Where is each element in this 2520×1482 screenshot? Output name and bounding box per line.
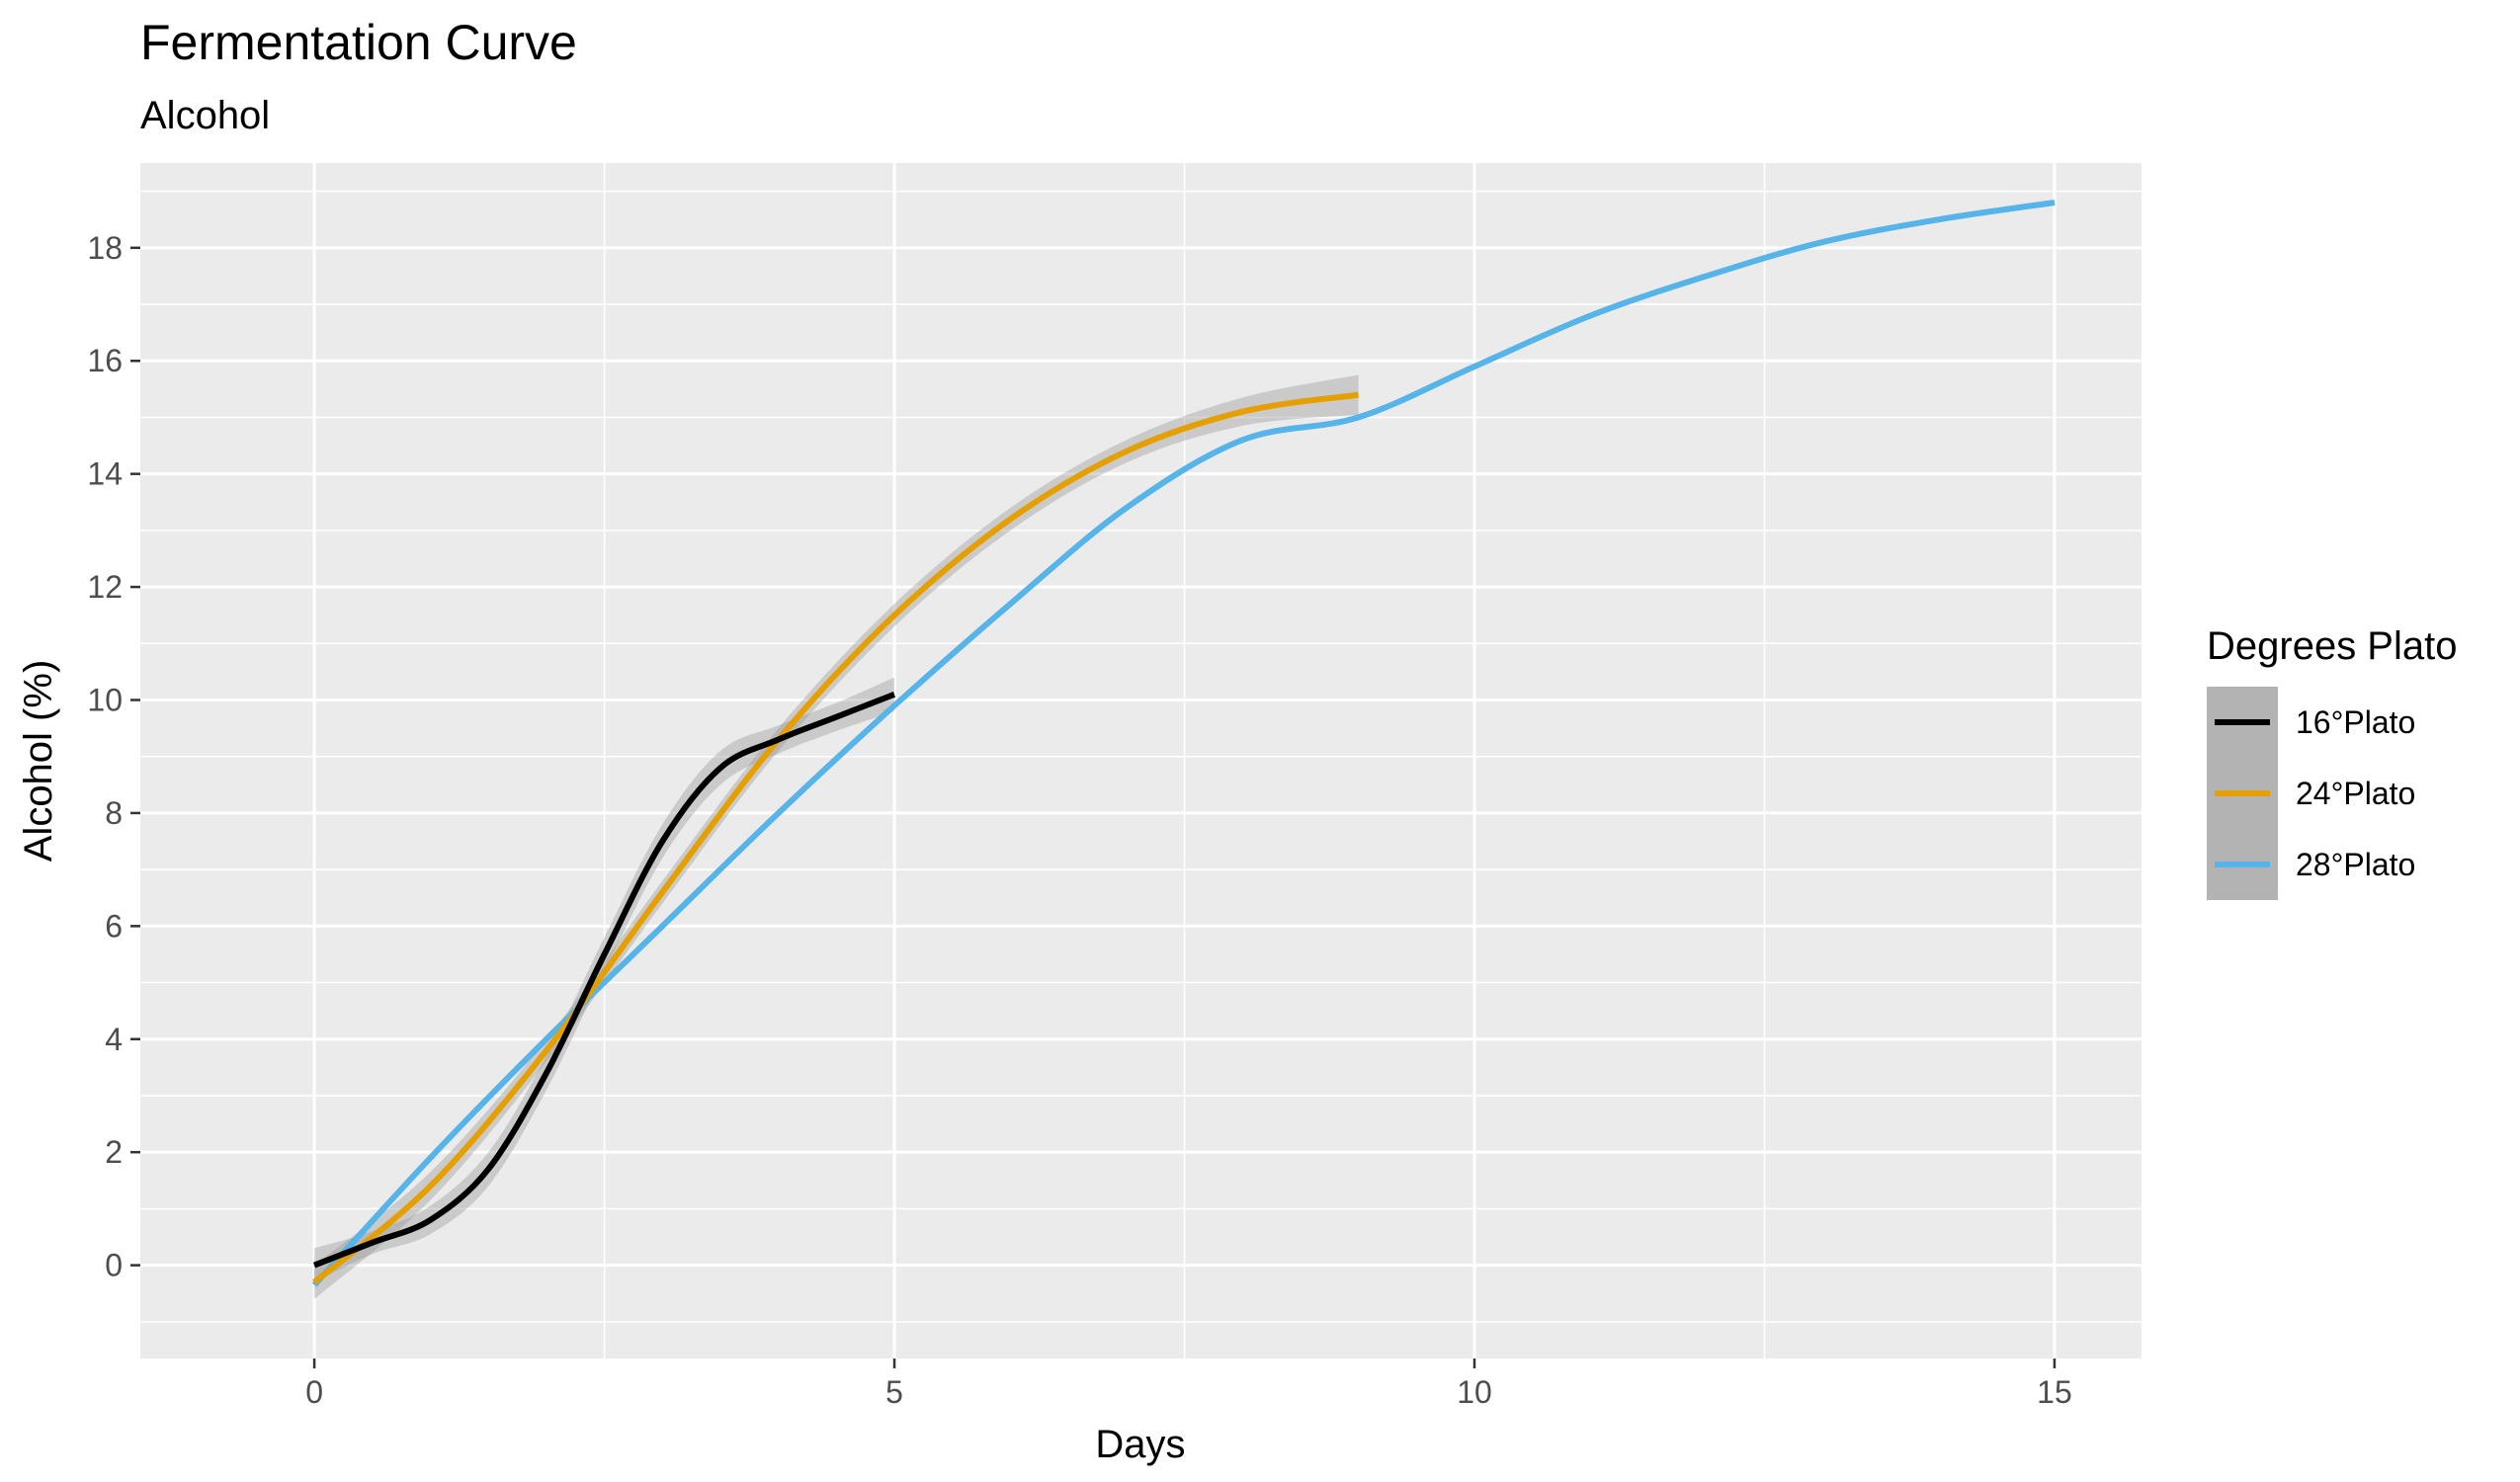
series-line-0 [313, 692, 896, 1269]
confidence-band-1 [314, 374, 1359, 1299]
x-tick-label: 0 [305, 1374, 323, 1410]
x-tick-label: 5 [885, 1374, 903, 1410]
confidence-bands [314, 374, 1359, 1299]
y-tick-label: 0 [105, 1248, 123, 1283]
y-axis: 0 2 4 6 8 10 12 14 16 18 [87, 230, 140, 1283]
x-tick-label: 10 [1457, 1374, 1492, 1410]
y-tick-label: 18 [87, 230, 123, 266]
legend-title: Degrees Plato [2207, 624, 2457, 668]
legend-item-label: 28°Plato [2296, 847, 2415, 882]
y-tick-label: 12 [87, 569, 123, 605]
legend-item-label: 16°Plato [2296, 704, 2415, 740]
y-tick-label: 14 [87, 456, 123, 492]
legend-item-label: 24°Plato [2296, 776, 2415, 811]
x-axis: 0 5 10 15 [305, 1358, 2072, 1410]
y-tick-label: 6 [105, 908, 123, 944]
chart-title: Fermentation Curve [140, 15, 577, 70]
chart-subtitle: Alcohol [140, 94, 270, 137]
x-tick-label: 15 [2037, 1374, 2072, 1410]
y-tick-label: 2 [105, 1134, 123, 1170]
series-lines [311, 200, 2056, 1287]
legend: Degrees Plato 16°Plato 24°Plato 28°Plato [2207, 624, 2457, 900]
y-tick-label: 16 [87, 343, 123, 378]
y-axis-label: Alcohol (%) [17, 660, 60, 863]
x-axis-label: Days [1095, 1423, 1185, 1466]
y-tick-label: 8 [105, 795, 123, 831]
major-grid [140, 163, 2142, 1358]
series-line-1 [312, 391, 1360, 1285]
y-tick-label: 4 [105, 1022, 123, 1057]
y-tick-label: 10 [87, 682, 123, 717]
